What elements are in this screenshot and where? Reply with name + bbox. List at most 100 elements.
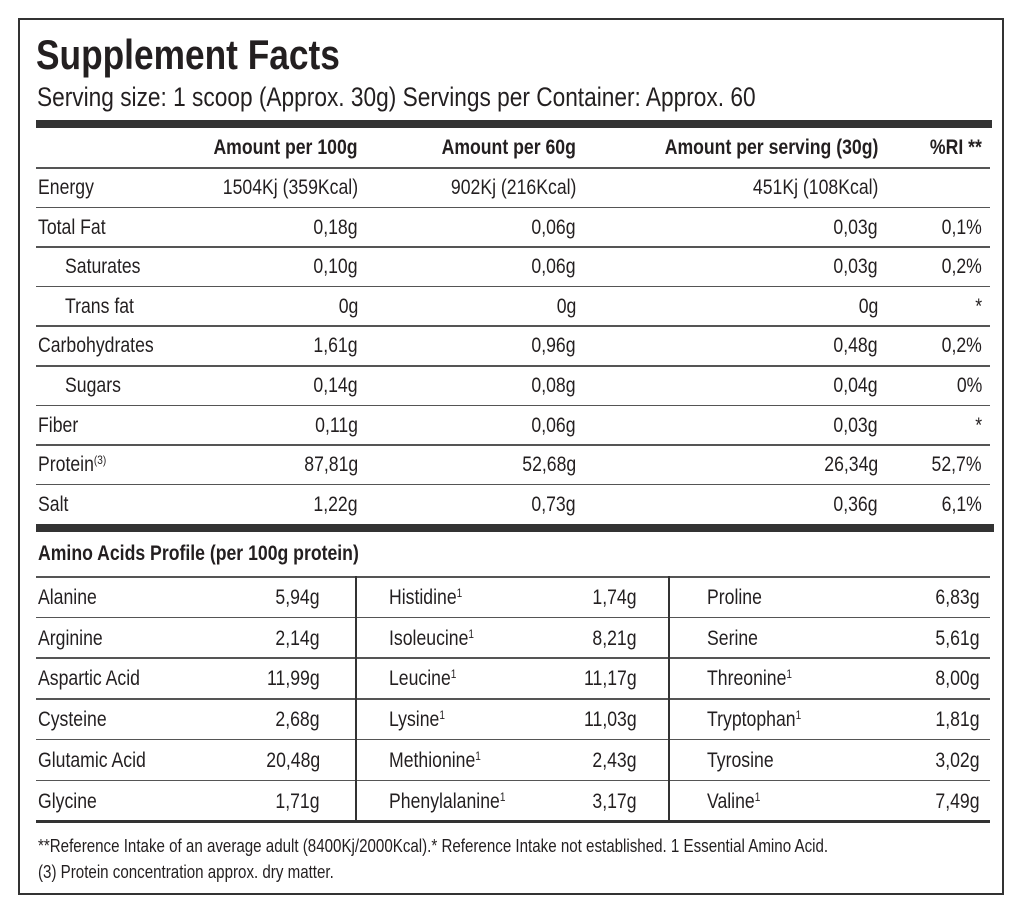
nutrient-value: 6,1% — [941, 492, 982, 516]
nutrient-value: 0,48g — [833, 334, 878, 358]
amino-amount: 20,48g — [266, 748, 320, 772]
row-divider — [36, 779, 355, 781]
superscript: 1 — [468, 626, 475, 641]
amino-amount: 1,71g — [275, 789, 320, 813]
amino-amount: 2,43g — [592, 748, 637, 772]
amino-name: Cysteine — [38, 708, 107, 732]
amino-name: Arginine — [38, 626, 103, 650]
amino-amount: 11,17g — [584, 667, 637, 691]
nutrient-value: 1504Kj (359Kcal) — [222, 176, 358, 199]
amino-name: Tryptophan1 — [707, 708, 802, 732]
nutrient-value: * — [975, 413, 982, 437]
thick-divider — [36, 524, 994, 532]
row-divider — [36, 483, 990, 486]
nutrient-value: 1,22g — [313, 492, 358, 516]
amino-amount: 8,21g — [592, 626, 637, 650]
column-header: Amount per serving (30g) — [664, 136, 878, 159]
amino-amount: 7,49g — [935, 789, 980, 813]
nutrient-value: 902Kj (216Kcal) — [450, 176, 576, 199]
row-divider — [36, 365, 990, 367]
nutrient-value: 26,34g — [824, 453, 878, 477]
row-divider — [357, 779, 668, 781]
nutrient-value: 0,06g — [531, 215, 576, 239]
row-divider — [36, 657, 355, 659]
nutrient-value: 0g — [556, 294, 576, 318]
nutrient-value: 0,18g — [313, 215, 358, 239]
amino-amount: 6,83g — [935, 586, 980, 609]
nutrient-label: Protein(3) — [38, 453, 107, 477]
column-header: %RI ** — [930, 136, 982, 159]
panel-border — [18, 18, 1004, 895]
nutrient-value: 0,06g — [531, 255, 576, 279]
amino-amount: 5,61g — [935, 626, 980, 650]
amino-name: Threonine1 — [707, 667, 793, 691]
amino-name: Methionine1 — [389, 748, 481, 772]
nutrient-label: Energy — [38, 176, 94, 199]
row-divider — [357, 657, 668, 659]
superscript: 1 — [786, 667, 793, 682]
nutrient-value: 52,7% — [931, 453, 982, 477]
footnote: (3) Protein concentration approx. dry ma… — [38, 862, 334, 882]
nutrient-value: 52,68g — [522, 453, 576, 477]
row-divider — [670, 698, 990, 700]
superscript: 1 — [456, 586, 463, 600]
column-divider — [355, 576, 357, 822]
row-divider — [357, 616, 668, 619]
amino-name: Glutamic Acid — [38, 748, 146, 772]
nutrient-label: Total Fat — [38, 215, 106, 239]
nutrient-label: Carbohydrates — [38, 334, 154, 358]
amino-name: Lysine1 — [389, 708, 445, 732]
row-divider — [670, 616, 990, 619]
row-divider — [36, 206, 990, 209]
nutrient-value: 87,81g — [304, 453, 358, 477]
amino-amount: 11,03g — [584, 708, 637, 732]
superscript: 1 — [754, 789, 761, 804]
amino-amount: 11,99g — [267, 667, 320, 691]
nutrient-value: 1,61g — [313, 334, 358, 358]
row-divider — [357, 738, 668, 741]
row-divider — [36, 738, 355, 741]
superscript: 1 — [439, 708, 445, 723]
nutrient-value: * — [975, 294, 982, 318]
amino-title: Amino Acids Profile (per 100g protein) — [38, 542, 359, 565]
nutrient-value: 0,11g — [315, 413, 358, 437]
amino-name: Alanine — [38, 586, 97, 609]
amino-amount: 1,74g — [592, 586, 637, 609]
amino-name: Tyrosine — [707, 748, 774, 772]
amino-name: Aspartic Acid — [38, 667, 140, 691]
serving-info: Serving size: 1 scoop (Approx. 30g) Serv… — [37, 82, 756, 112]
nutrient-value: 0,08g — [531, 374, 576, 397]
amino-amount: 3,17g — [592, 789, 637, 813]
nutrient-label: Salt — [38, 492, 69, 516]
nutrient-value: 0,03g — [833, 215, 878, 239]
row-divider — [357, 698, 668, 700]
row-divider — [36, 616, 355, 619]
nutrient-value: 0,10g — [313, 255, 358, 279]
row-divider — [36, 167, 990, 169]
nutrient-label: Trans fat — [65, 294, 134, 318]
column-header: Amount per 60g — [441, 136, 576, 159]
nutrient-value: 0,2% — [941, 255, 982, 279]
thick-divider — [36, 120, 992, 128]
superscript: 1 — [499, 789, 506, 804]
amino-amount: 3,02g — [935, 748, 980, 772]
amino-name: Phenylalanine1 — [389, 789, 506, 813]
superscript: 1 — [450, 667, 457, 682]
row-divider — [36, 246, 990, 248]
row-divider — [670, 738, 990, 741]
nutrient-label: Saturates — [65, 255, 141, 279]
row-divider — [36, 698, 355, 700]
row-divider — [670, 657, 990, 659]
bottom-divider — [36, 820, 990, 823]
nutrient-label: Fiber — [38, 413, 79, 437]
row-divider — [36, 325, 990, 327]
nutrient-value: 0,1% — [941, 215, 982, 239]
amino-name: Glycine — [38, 789, 97, 813]
amino-amount: 1,81g — [935, 708, 980, 732]
nutrient-label: Sugars — [65, 374, 121, 397]
nutrient-value: 0,03g — [833, 255, 878, 279]
nutrient-value: 0% — [956, 374, 982, 397]
nutrient-value: 0,36g — [833, 492, 878, 516]
row-divider — [36, 444, 990, 446]
